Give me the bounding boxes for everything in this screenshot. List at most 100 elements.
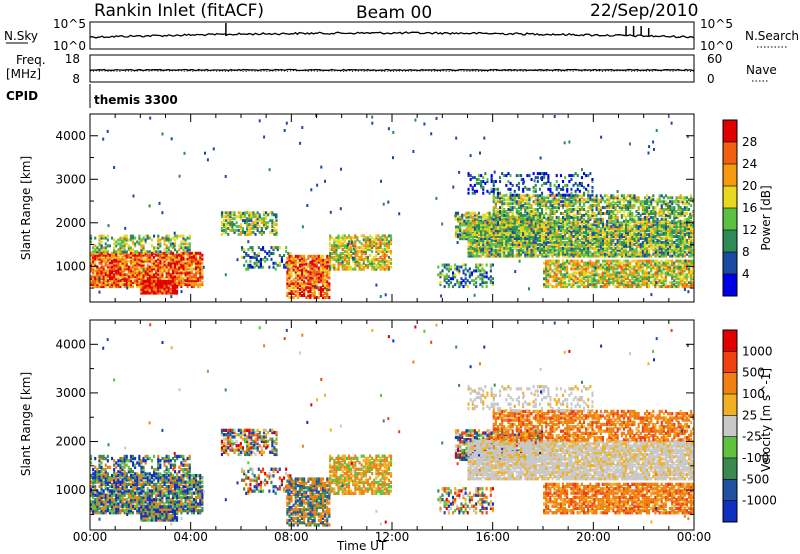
power-cell (273, 246, 275, 249)
power-cell (185, 283, 187, 286)
power-cell (585, 210, 587, 213)
power-cell (107, 269, 109, 272)
power-cell (591, 223, 593, 226)
power-cell (602, 235, 604, 238)
power-cell (259, 225, 261, 228)
power-cell (265, 211, 267, 214)
power-cell (382, 234, 384, 237)
power-cell (189, 242, 191, 245)
power-cell (516, 253, 518, 256)
power-cell (352, 252, 354, 255)
power-cell (505, 210, 507, 213)
power-cell (238, 233, 240, 236)
power-cell (297, 290, 299, 293)
power-cell (591, 198, 593, 201)
power-cell (318, 267, 320, 270)
power-cell (493, 194, 495, 197)
power-cell (340, 262, 342, 265)
power-cell (524, 194, 526, 197)
power-cell (276, 223, 278, 226)
power-cell (134, 237, 136, 240)
power-cell (264, 256, 266, 259)
power-cell (245, 260, 247, 263)
power-cell (303, 267, 305, 270)
power-cell (581, 249, 583, 252)
power-cell (573, 202, 575, 205)
power-cell (531, 249, 533, 252)
power-cell (388, 260, 390, 263)
power-cell (241, 246, 243, 249)
power-cell (684, 251, 686, 254)
power-cell (103, 246, 105, 249)
power-cell (344, 244, 346, 247)
power-cell (124, 277, 126, 280)
power-cell (663, 200, 665, 203)
power-cell (288, 288, 290, 291)
power-cell (166, 250, 168, 253)
power-cell (168, 252, 170, 255)
power-cell (596, 255, 598, 258)
freq-unit: [MHz] (6, 67, 41, 81)
power-cell (667, 202, 669, 205)
power-cell (145, 250, 147, 253)
power-cell (631, 233, 633, 236)
power-cell (579, 239, 581, 242)
power-cell (673, 235, 675, 238)
power-cell (101, 235, 103, 238)
power-cell (388, 250, 390, 253)
power-cell (255, 219, 257, 222)
power-cell (331, 252, 333, 255)
power-cell (333, 256, 335, 259)
power-cell (621, 194, 623, 197)
power-cell (675, 243, 677, 246)
power-cell (301, 282, 303, 285)
power-cell (257, 227, 259, 230)
power-cell (543, 196, 545, 199)
power-cell (254, 266, 256, 269)
power-cell (512, 249, 514, 252)
power-cell (617, 216, 619, 219)
power-cell (663, 196, 665, 199)
power-cell (132, 235, 134, 238)
power-cell (535, 194, 537, 197)
power-cell (309, 294, 311, 297)
power-cell (604, 253, 606, 256)
power-cell (499, 253, 501, 256)
power-cell (221, 211, 223, 214)
power-cell (252, 256, 254, 259)
power-cell (269, 231, 271, 234)
power-cell (478, 216, 480, 219)
power-cell (646, 216, 648, 219)
power-cell (155, 246, 157, 249)
power-cell (380, 250, 382, 253)
power-cell (134, 250, 136, 253)
power-cell (585, 198, 587, 201)
power-cell (388, 240, 390, 243)
power-cell (277, 246, 279, 249)
power-cell (98, 285, 100, 288)
power-cell (331, 236, 333, 239)
power-cell (115, 250, 117, 253)
power-cell (600, 218, 602, 221)
power-cell (552, 198, 554, 201)
power-cell (615, 214, 617, 217)
power-cell (606, 220, 608, 223)
power-cell (671, 196, 673, 199)
power-cell (686, 245, 688, 248)
power-cell (499, 239, 501, 242)
power-cell (684, 221, 686, 224)
power-cell (608, 225, 610, 228)
power-cell (560, 204, 562, 207)
power-cell (159, 239, 161, 242)
power-cell (623, 210, 625, 213)
power-cell (537, 214, 539, 217)
power-cell (371, 236, 373, 239)
nave-axis-top: 60 (707, 52, 722, 66)
power-cell (365, 264, 367, 267)
power-cell (255, 233, 257, 236)
power-cell (197, 283, 199, 286)
power-cell (568, 247, 570, 250)
power-cell (170, 250, 172, 253)
power-cell (245, 268, 247, 271)
power-cell (545, 196, 547, 199)
